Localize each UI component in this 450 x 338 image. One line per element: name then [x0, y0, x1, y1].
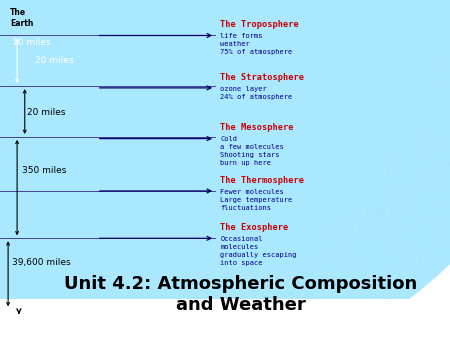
Circle shape: [0, 0, 400, 301]
Text: 350 miles: 350 miles: [22, 166, 67, 175]
Text: 10 miles: 10 miles: [12, 38, 51, 47]
Text: The Exosphere: The Exosphere: [220, 223, 289, 232]
Text: The Stratosphere: The Stratosphere: [220, 73, 305, 82]
Text: life forms
weather
75% of atmosphere: life forms weather 75% of atmosphere: [220, 33, 293, 55]
Text: The
Earth: The Earth: [10, 8, 33, 28]
Text: Cold
a few molecules
Shooting stars
burn up here: Cold a few molecules Shooting stars burn…: [220, 136, 284, 166]
Text: The Mesosphere: The Mesosphere: [220, 123, 294, 132]
Text: ozone layer
24% of atmosphere: ozone layer 24% of atmosphere: [220, 86, 293, 99]
Text: Unit 4.2: Atmospheric Composition
and Weather: Unit 4.2: Atmospheric Composition and We…: [64, 275, 418, 314]
Text: 20 miles: 20 miles: [27, 108, 66, 117]
Circle shape: [0, 0, 324, 243]
Text: The Thermosphere: The Thermosphere: [220, 176, 305, 185]
Text: 39,600 miles: 39,600 miles: [12, 259, 71, 267]
FancyBboxPatch shape: [0, 299, 450, 338]
Text: 20 miles: 20 miles: [35, 56, 73, 65]
Text: The Troposphere: The Troposphere: [220, 20, 299, 29]
Circle shape: [0, 0, 180, 135]
Text: Occasional
molecules
gradually escaping
into space: Occasional molecules gradually escaping …: [220, 236, 297, 266]
Circle shape: [0, 0, 99, 74]
Circle shape: [0, 0, 252, 189]
Text: Fewer molecules
Large temperature
fluctuations: Fewer molecules Large temperature fluctu…: [220, 189, 293, 211]
